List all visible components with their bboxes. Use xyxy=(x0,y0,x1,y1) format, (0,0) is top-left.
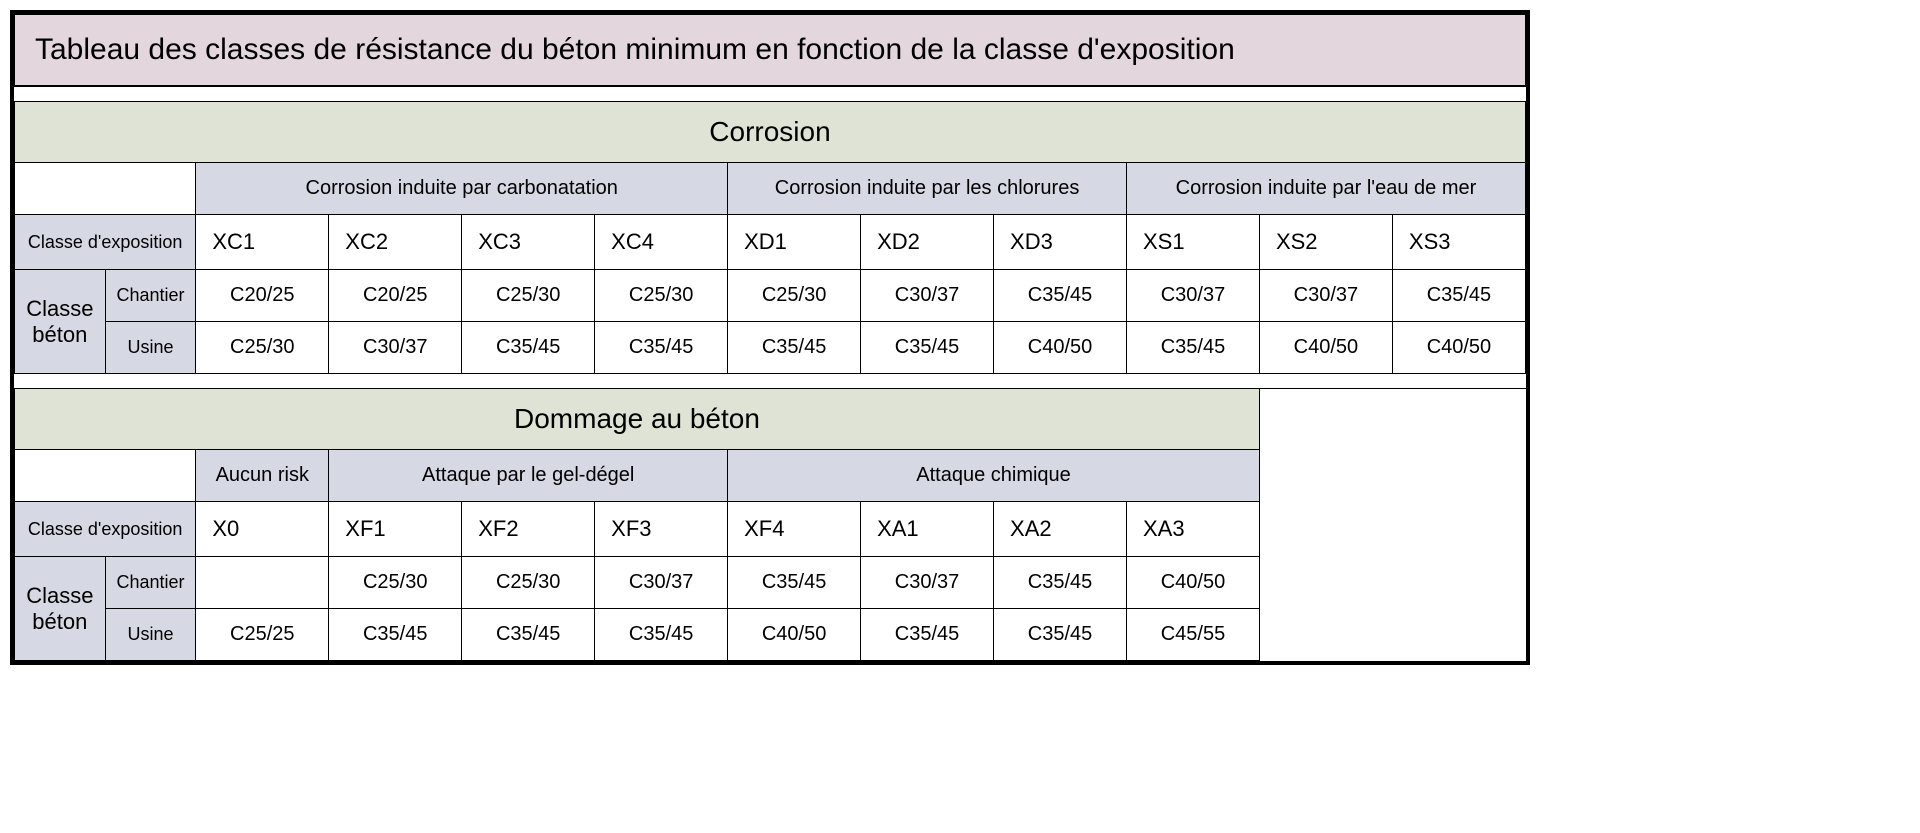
table-container: Tableau des classes de résistance du bét… xyxy=(10,10,1530,665)
exposure-code: XA2 xyxy=(994,502,1127,557)
blank-lead xyxy=(15,163,196,215)
title-row: Tableau des classes de résistance du bét… xyxy=(15,15,1526,87)
value-cell: C40/50 xyxy=(1392,322,1525,374)
value-cell: C35/45 xyxy=(462,609,595,661)
value-cell: C35/45 xyxy=(1392,270,1525,322)
exposure-code: XC2 xyxy=(329,215,462,270)
value-cell: C40/50 xyxy=(994,322,1127,374)
value-cell: C35/45 xyxy=(861,609,994,661)
value-cell: C25/30 xyxy=(728,270,861,322)
section1-chantier-row: Classe béton Chantier C20/25C20/25C25/30… xyxy=(15,270,1526,322)
value-cell: C25/25 xyxy=(196,609,329,661)
value-cell: C25/30 xyxy=(329,557,462,609)
blank-trailing xyxy=(1259,389,1525,661)
value-cell: C35/45 xyxy=(329,609,462,661)
blank-lead xyxy=(15,450,196,502)
value-cell: C35/45 xyxy=(595,322,728,374)
group-header: Attaque par le gel-dégel xyxy=(329,450,728,502)
value-cell: C25/30 xyxy=(196,322,329,374)
exposure-code: XC3 xyxy=(462,215,595,270)
exposure-code: XS1 xyxy=(1126,215,1259,270)
value-cell: C40/50 xyxy=(1259,322,1392,374)
value-cell: C20/25 xyxy=(329,270,462,322)
section1-header-row: Corrosion xyxy=(15,102,1526,163)
value-cell: C30/37 xyxy=(595,557,728,609)
value-cell: C30/37 xyxy=(861,557,994,609)
section2-header: Dommage au béton xyxy=(15,389,1260,450)
value-cell: C35/45 xyxy=(994,557,1127,609)
concrete-class-table: Tableau des classes de résistance du bét… xyxy=(14,14,1526,661)
exposure-code: XD1 xyxy=(728,215,861,270)
table-title: Tableau des classes de résistance du bét… xyxy=(15,15,1526,87)
value-cell: C35/45 xyxy=(994,270,1127,322)
value-cell: C40/50 xyxy=(728,609,861,661)
exposure-code: XA1 xyxy=(861,502,994,557)
exposure-label: Classe d'exposition xyxy=(15,502,196,557)
concrete-class-label: Classe béton xyxy=(15,270,106,374)
chantier-label: Chantier xyxy=(105,557,196,609)
group-header: Corrosion induite par carbonatation xyxy=(196,163,728,215)
value-cell: C25/30 xyxy=(595,270,728,322)
value-cell: C35/45 xyxy=(728,322,861,374)
value-cell: C35/45 xyxy=(861,322,994,374)
section1-codes-row: Classe d'exposition XC1XC2XC3XC4XD1XD2XD… xyxy=(15,215,1526,270)
section1-usine-row: Usine C25/30C30/37C35/45C35/45C35/45C35/… xyxy=(15,322,1526,374)
value-cell: C40/50 xyxy=(1126,557,1259,609)
value-cell: C35/45 xyxy=(595,609,728,661)
value-cell: C20/25 xyxy=(196,270,329,322)
group-header: Attaque chimique xyxy=(728,450,1260,502)
section1-groups-row: Corrosion induite par carbonatationCorro… xyxy=(15,163,1526,215)
usine-label: Usine xyxy=(105,609,196,661)
spacer xyxy=(15,86,1526,102)
group-header: Aucun risk xyxy=(196,450,329,502)
value-cell: C35/45 xyxy=(1126,322,1259,374)
exposure-code: XF2 xyxy=(462,502,595,557)
exposure-code: XD2 xyxy=(861,215,994,270)
value-cell: C30/37 xyxy=(329,322,462,374)
value-cell: C30/37 xyxy=(1259,270,1392,322)
section1-header: Corrosion xyxy=(15,102,1526,163)
spacer xyxy=(15,374,1526,389)
exposure-code: XS2 xyxy=(1259,215,1392,270)
exposure-code: XD3 xyxy=(994,215,1127,270)
usine-label: Usine xyxy=(105,322,196,374)
exposure-code: XF1 xyxy=(329,502,462,557)
group-header: Corrosion induite par l'eau de mer xyxy=(1126,163,1525,215)
exposure-code: X0 xyxy=(196,502,329,557)
concrete-class-label: Classe béton xyxy=(15,557,106,661)
value-cell: C25/30 xyxy=(462,557,595,609)
chantier-label: Chantier xyxy=(105,270,196,322)
value-cell: C35/45 xyxy=(728,557,861,609)
exposure-code: XF4 xyxy=(728,502,861,557)
value-cell: C35/45 xyxy=(994,609,1127,661)
exposure-code: XC4 xyxy=(595,215,728,270)
exposure-code: XA3 xyxy=(1126,502,1259,557)
group-header: Corrosion induite par les chlorures xyxy=(728,163,1127,215)
value-cell: C45/55 xyxy=(1126,609,1259,661)
value-cell: C35/45 xyxy=(462,322,595,374)
exposure-code: XS3 xyxy=(1392,215,1525,270)
exposure-code: XC1 xyxy=(196,215,329,270)
section2-header-row: Dommage au béton xyxy=(15,389,1526,450)
value-cell: C30/37 xyxy=(861,270,994,322)
exposure-code: XF3 xyxy=(595,502,728,557)
value-cell: C25/30 xyxy=(462,270,595,322)
exposure-label: Classe d'exposition xyxy=(15,215,196,270)
value-cell: C30/37 xyxy=(1126,270,1259,322)
value-cell xyxy=(196,557,329,609)
